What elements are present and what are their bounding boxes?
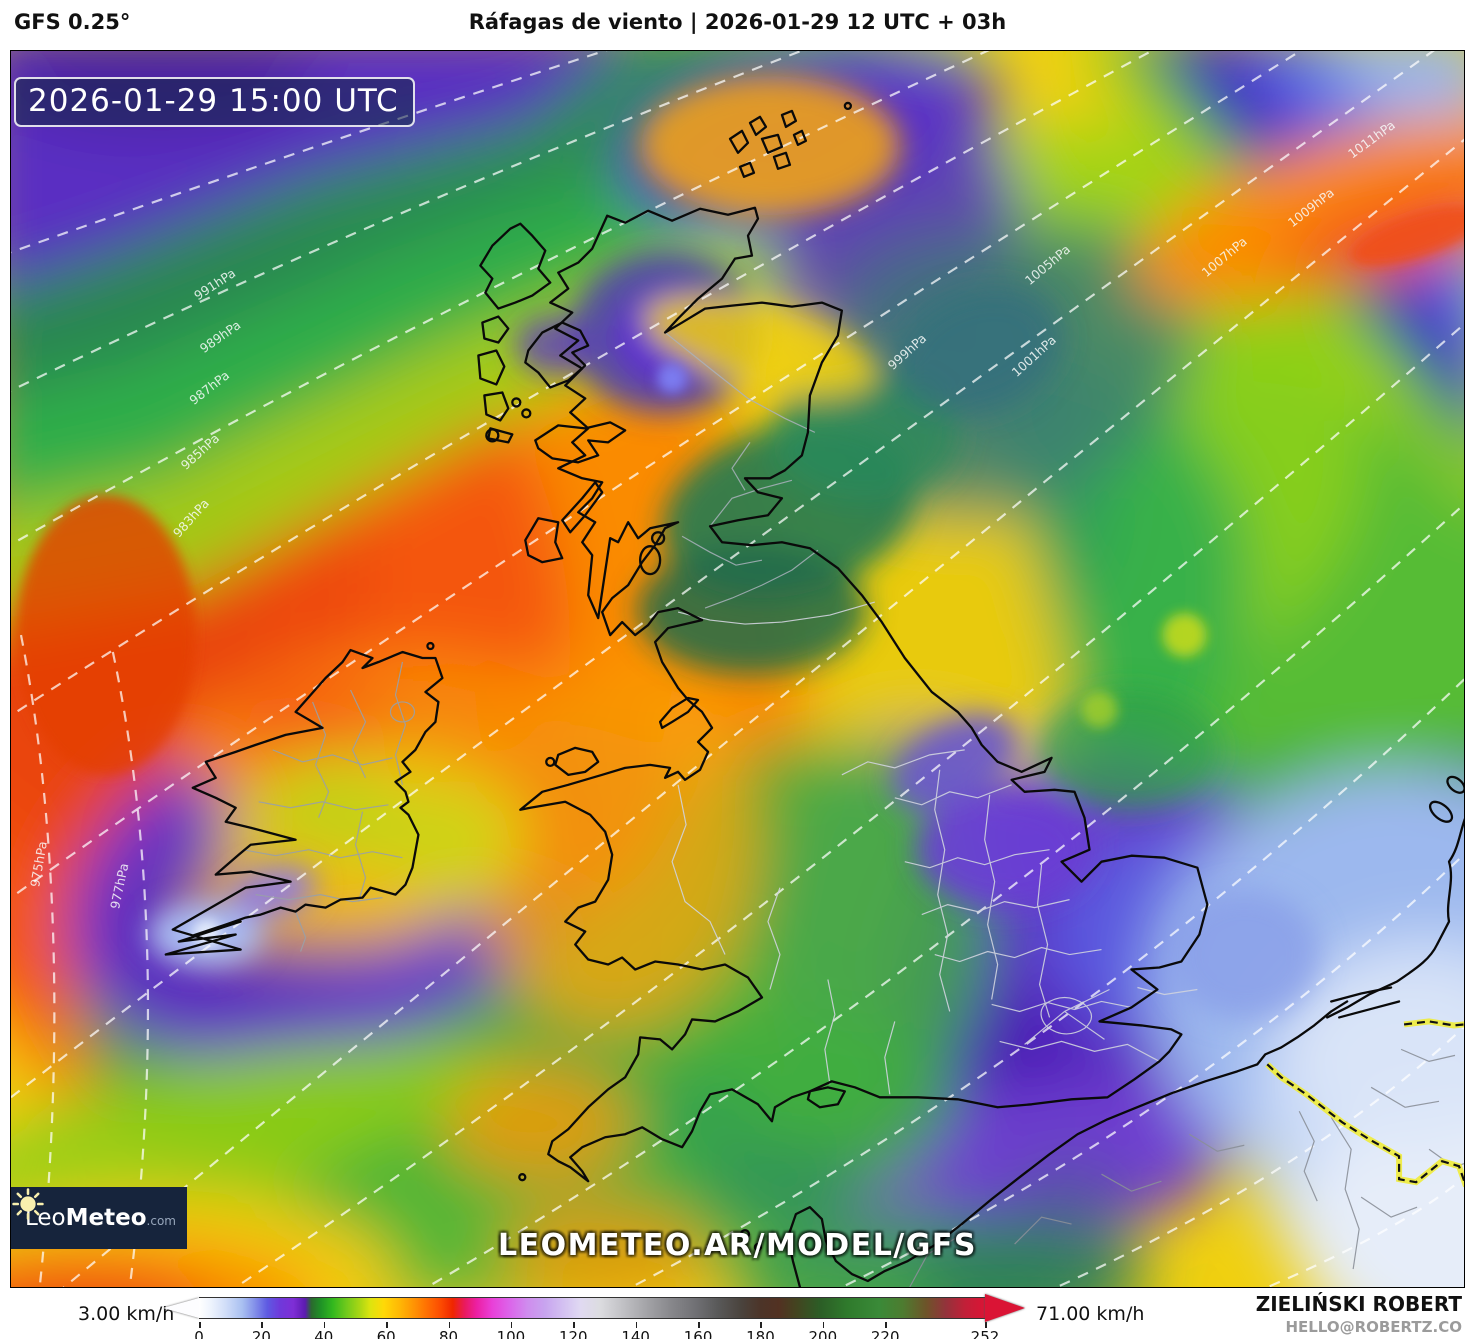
colorbar-tick-label: 20 [251,1328,271,1339]
attribution-contact: HELLO@ROBERTZ.CO [1285,1318,1462,1336]
colorbar-tick-label: 120 [558,1328,588,1339]
logo-wordmark: LeoMeteo.com [25,1205,176,1231]
colorbar-tick-label: 180 [746,1328,775,1339]
colorbar-tick [510,1322,513,1328]
colorbar-left-arrow [163,1298,199,1318]
colorbar-tick [448,1322,451,1328]
colorbar-tick-label: 100 [496,1328,526,1339]
colorbar-tick [760,1322,762,1328]
colorbar-tick [822,1322,825,1328]
leometeo-logo: LeoMeteo.com [11,1187,187,1249]
colorbar-tick [635,1322,638,1328]
colorbar-tick [698,1322,700,1328]
watermark: LEOMETEO.AR/MODEL/GFS [498,1228,977,1263]
sun-icon [12,1188,44,1220]
colorbar-tick [261,1322,263,1328]
admin-borders-scotland [664,332,819,609]
colorbar-tick [386,1322,388,1328]
colorbar-max-label: 71.00 km/h [1036,1303,1145,1325]
colorbar-tick [985,1322,987,1328]
colorbar-tick-label: 140 [621,1328,650,1339]
gust-field-cores [15,205,1464,948]
colorbar-tick-label: 80 [438,1328,459,1339]
isobar-lines [11,51,1464,1287]
admin-borders-ireland [242,661,416,952]
colorbar-tick [199,1322,201,1328]
logo-tld: .com [146,1214,176,1228]
timestamp-overlay: 2026-01-29 15:00 UTC [14,77,415,127]
gust-field-detail [147,75,1320,1020]
colorbar-tick-label: 160 [683,1328,713,1339]
attribution-name: ZIELIŃSKI ROBERT [1255,1292,1462,1316]
colorbar-tick-label: 252 [970,1328,1000,1339]
wind-gust-map: 991hPa 989hPa 987hPa 985hPa 983hPa 975hP… [10,50,1465,1288]
colorbar-gradient: 0 20 40 60 80 100 120 140 160 180 200 22… [194,1297,999,1339]
colorbar-right-arrow [985,1294,1025,1322]
colorbar-tick-label: 60 [376,1328,396,1339]
colorbar-tick-label: 200 [808,1328,838,1339]
colorbar-tick [885,1322,887,1328]
admin-borders-england [671,601,1198,1095]
colorbar: 0 20 40 60 80 100 120 140 160 180 200 22… [163,1294,1027,1339]
country-border-highlighted [1265,1018,1464,1188]
colorbar-tick [573,1322,575,1328]
colorbar-tick-label: 0 [194,1328,204,1339]
colorbar-min-label: 3.00 km/h [78,1303,175,1325]
colorbar-tick [323,1322,326,1328]
colorbar-tick-label: 40 [314,1328,334,1339]
admin-borders-continent [909,1048,1464,1287]
page-title: Ráfagas de viento | 2026-01-29 12 UTC + … [468,10,1007,34]
coastlines [164,101,1464,1287]
model-label: GFS 0.25° [14,10,131,34]
colorbar-tick-label: 220 [870,1328,900,1339]
logo-name-bold: Meteo [65,1205,147,1231]
wind-gust-field: 991hPa 989hPa 987hPa 985hPa 983hPa 975hP… [11,51,1464,1287]
